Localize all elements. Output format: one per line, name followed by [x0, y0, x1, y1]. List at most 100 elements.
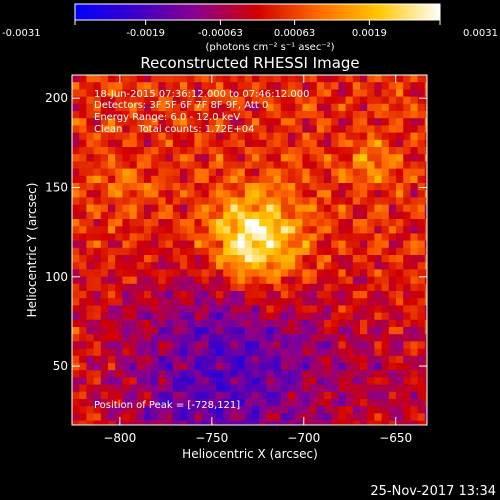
- heatmap-cell: [345, 175, 354, 184]
- heatmap-cell: [165, 111, 174, 119]
- heatmap-cell: [208, 111, 217, 119]
- heatmap-cell: [230, 391, 238, 400]
- heatmap-cell: [273, 406, 282, 414]
- heatmap-cell: [180, 319, 188, 328]
- heatmap-cell: [194, 391, 202, 400]
- heatmap-cell: [244, 190, 253, 198]
- heatmap-cell: [194, 269, 202, 277]
- heatmap-cell: [151, 262, 159, 270]
- heatmap-cell: [367, 377, 375, 385]
- heatmap-cell: [331, 377, 339, 385]
- heatmap-cell: [410, 103, 418, 112]
- heatmap-cell: [223, 413, 231, 421]
- heatmap-cell: [280, 312, 289, 321]
- heatmap-cell: [302, 211, 310, 220]
- heatmap-cell: [338, 161, 346, 169]
- heatmap-cell: [338, 327, 346, 335]
- heatmap-cell: [216, 139, 224, 148]
- heatmap-cell: [144, 139, 152, 148]
- heatmap-cell: [403, 118, 411, 126]
- heatmap-cell: [388, 226, 397, 234]
- heatmap-cell: [216, 341, 224, 349]
- heatmap-cell: [309, 147, 318, 155]
- heatmap-cell: [136, 384, 145, 393]
- heatmap-cell: [338, 219, 346, 227]
- heatmap-cell: [165, 211, 174, 220]
- heatmap-cell: [208, 391, 217, 400]
- heatmap-cell: [72, 276, 80, 285]
- heatmap-cell: [216, 82, 224, 90]
- heatmap-cell: [122, 391, 130, 400]
- heatmap-cell: [309, 262, 318, 270]
- heatmap-cell: [273, 377, 282, 385]
- heatmap-cell: [172, 147, 181, 155]
- heatmap-cell: [288, 75, 296, 83]
- heatmap-cell: [79, 118, 87, 126]
- heatmap-cell: [194, 139, 202, 148]
- heatmap-cell: [201, 125, 210, 133]
- heatmap-cell: [72, 413, 80, 421]
- heatmap-cell: [345, 370, 354, 378]
- heatmap-cell: [187, 341, 195, 349]
- heatmap-cell: [259, 240, 267, 249]
- heatmap-cell: [115, 125, 123, 133]
- heatmap-cell: [345, 154, 354, 162]
- heatmap-cell: [338, 291, 346, 299]
- heatmap-cell: [165, 226, 174, 234]
- heatmap-cell: [230, 183, 238, 191]
- heatmap-cell: [403, 211, 411, 220]
- heatmap-cell: [352, 399, 361, 407]
- heatmap-cell: [180, 132, 188, 141]
- heatmap-cell: [331, 103, 339, 112]
- heatmap-cell: [244, 118, 253, 126]
- heatmap-cell: [122, 161, 130, 169]
- heatmap-cell: [172, 175, 181, 184]
- heatmap-cell: [266, 247, 274, 256]
- heatmap-cell: [288, 168, 296, 177]
- heatmap-cell: [280, 334, 289, 342]
- heatmap-cell: [280, 341, 289, 349]
- heatmap-cell: [280, 413, 289, 421]
- heatmap-cell: [144, 219, 152, 227]
- heatmap-cell: [72, 334, 80, 342]
- heatmap-cell: [273, 334, 282, 342]
- heatmap-cell: [424, 219, 427, 227]
- heatmap-cell: [86, 399, 94, 407]
- heatmap-cell: [316, 327, 325, 335]
- heatmap-cell: [129, 391, 138, 400]
- heatmap-cell: [388, 168, 397, 177]
- heatmap-cell: [72, 132, 80, 141]
- heatmap-cell: [331, 312, 339, 321]
- heatmap-cell: [100, 183, 109, 191]
- heatmap-cell: [72, 420, 80, 425]
- heatmap-cell: [79, 276, 87, 285]
- heatmap-cell: [352, 355, 361, 364]
- heatmap-cell: [352, 139, 361, 148]
- heatmap-cell: [388, 211, 397, 220]
- heatmap-cell: [244, 334, 253, 342]
- heatmap-cell: [187, 111, 195, 119]
- heatmap-cell: [396, 233, 404, 241]
- heatmap-cell: [79, 240, 87, 249]
- heatmap-cell: [216, 75, 224, 83]
- heatmap-cell: [424, 75, 427, 83]
- heatmap-cell: [216, 370, 224, 378]
- heatmap-cell: [352, 377, 361, 385]
- heatmap-cell: [208, 183, 217, 191]
- heatmap-cell: [79, 197, 87, 205]
- heatmap-cell: [396, 341, 404, 349]
- heatmap-cell: [374, 348, 382, 357]
- heatmap-cell: [151, 420, 159, 425]
- heatmap-cell: [244, 348, 253, 357]
- heatmap-cell: [72, 291, 80, 299]
- heatmap-cell: [79, 190, 87, 198]
- heatmap-cell: [151, 226, 159, 234]
- heatmap-cell: [129, 319, 138, 328]
- heatmap-cell: [316, 240, 325, 249]
- heatmap-cell: [79, 255, 87, 263]
- heatmap-cell: [295, 262, 303, 270]
- heatmap-cell: [259, 370, 267, 378]
- heatmap-cell: [172, 161, 181, 169]
- heatmap-cell: [273, 384, 282, 393]
- heatmap-cell: [367, 319, 375, 328]
